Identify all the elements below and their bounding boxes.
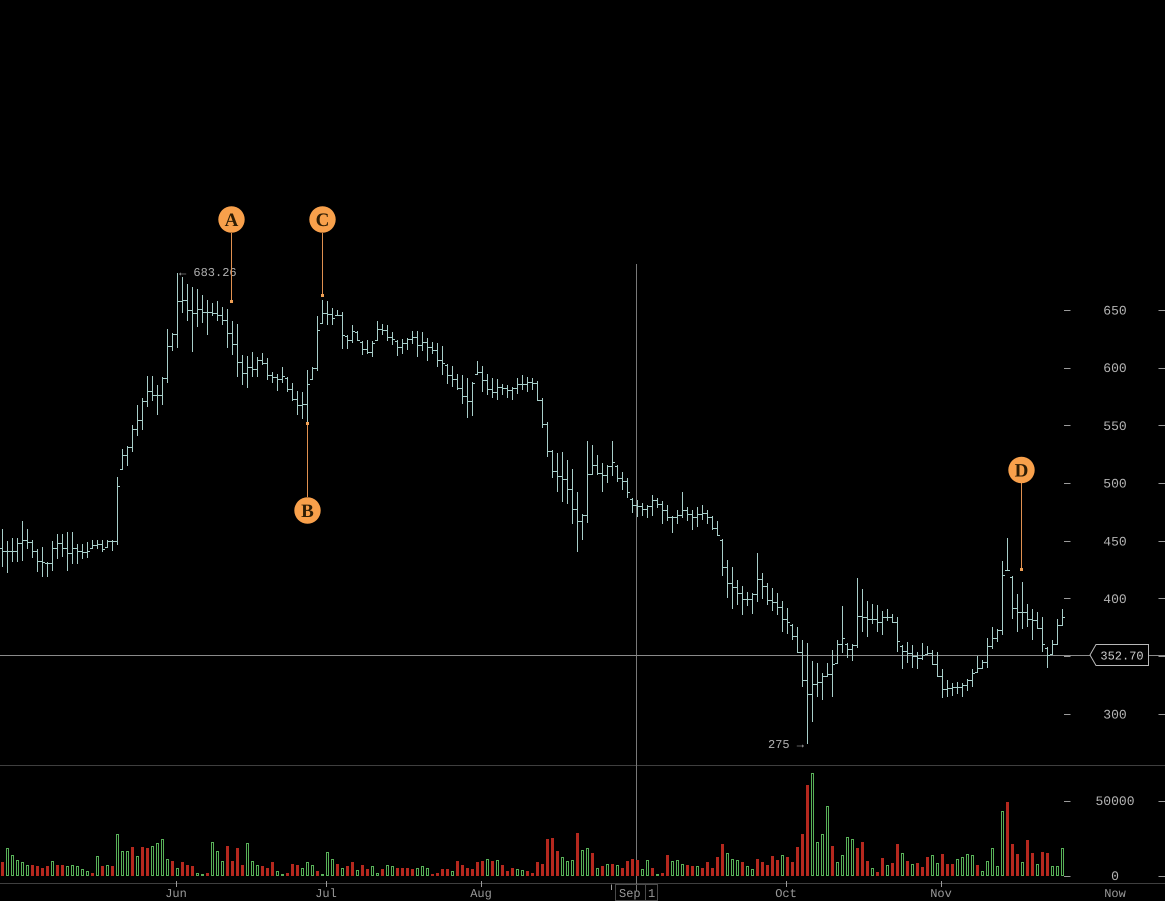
svg-text:450: 450 [1103,534,1126,549]
svg-text:Jun: Jun [165,887,187,901]
svg-text:Aug: Aug [470,887,492,901]
svg-text:1: 1 [648,887,655,901]
svg-text:Jul: Jul [315,887,337,901]
svg-text:← 683.26: ← 683.26 [179,266,237,280]
svg-text:Now: Now [1104,887,1126,901]
svg-text:600: 600 [1103,361,1126,376]
svg-text:B: B [301,501,314,522]
svg-text:550: 550 [1103,419,1126,434]
svg-text:Oct: Oct [775,887,797,901]
svg-text:D: D [1015,461,1029,482]
svg-text:400: 400 [1103,592,1126,607]
svg-text:500: 500 [1103,477,1126,492]
svg-text:275 →: 275 → [768,738,805,752]
svg-text:C: C [316,210,330,231]
svg-text:650: 650 [1103,304,1126,319]
svg-text:Nov: Nov [930,887,952,901]
svg-text:A: A [225,210,239,231]
svg-text:Sep: Sep [619,887,641,901]
svg-text:352.70: 352.70 [1100,650,1143,664]
svg-text:50000: 50000 [1095,794,1134,809]
svg-text:300: 300 [1103,707,1126,722]
svg-text:0: 0 [1111,869,1119,884]
